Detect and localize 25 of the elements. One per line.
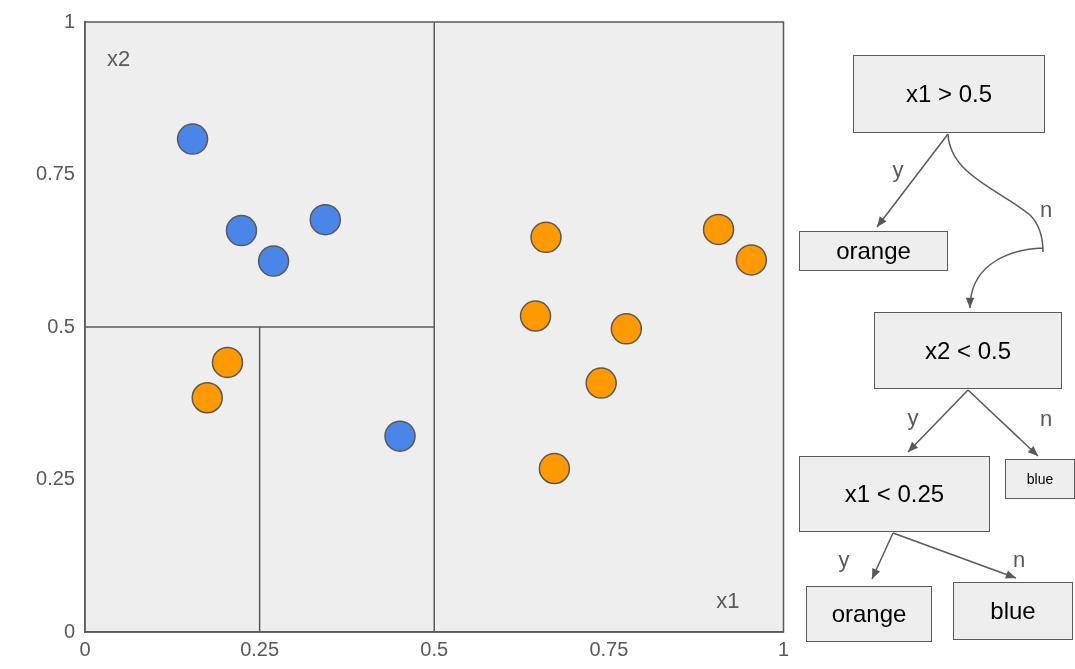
tree-node: x1 > 0.5 <box>853 55 1045 133</box>
text: n <box>1039 197 1053 223</box>
x-tick-label: 0.75 <box>589 637 629 660</box>
tree-node: blue <box>1005 459 1075 499</box>
text: y <box>907 405 919 431</box>
y-tick-label: 0.25 <box>36 467 75 490</box>
text: n <box>1012 547 1026 573</box>
tree-node: blue <box>953 582 1073 640</box>
x-axis-title: x1 <box>716 588 740 614</box>
y-axis-title: x2 <box>107 46 131 72</box>
tree-node: orange <box>799 231 948 271</box>
text: y <box>892 157 904 183</box>
y-tick-label: 0.5 <box>47 314 75 337</box>
x-tick-label: 0 <box>79 637 91 660</box>
x-tick-label: 0.5 <box>420 637 449 660</box>
y-tick-label: 0.75 <box>36 162 75 185</box>
x-tick-label: 1 <box>777 637 790 660</box>
tree-node: x1 < 0.25 <box>799 456 990 532</box>
y-tick-label: 0 <box>63 619 75 642</box>
x-tick-label: 0.25 <box>240 637 280 660</box>
text: n <box>1039 406 1053 432</box>
text: y <box>838 547 850 573</box>
y-tick-label: 1 <box>63 9 75 32</box>
tree-node: orange <box>806 586 932 642</box>
tree-node: x2 < 0.5 <box>874 312 1062 389</box>
